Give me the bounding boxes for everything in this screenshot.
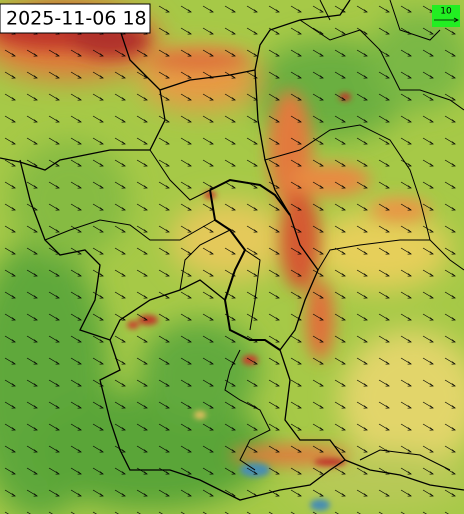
wind-legend: 10 <box>432 5 460 27</box>
legend-arrow-head <box>453 17 459 23</box>
legend-label: 10 <box>440 7 452 17</box>
timestamp-box <box>0 3 151 34</box>
borders <box>0 0 464 501</box>
legend-box <box>432 5 460 27</box>
timestamp: 2025-11-06 18 <box>6 8 147 30</box>
